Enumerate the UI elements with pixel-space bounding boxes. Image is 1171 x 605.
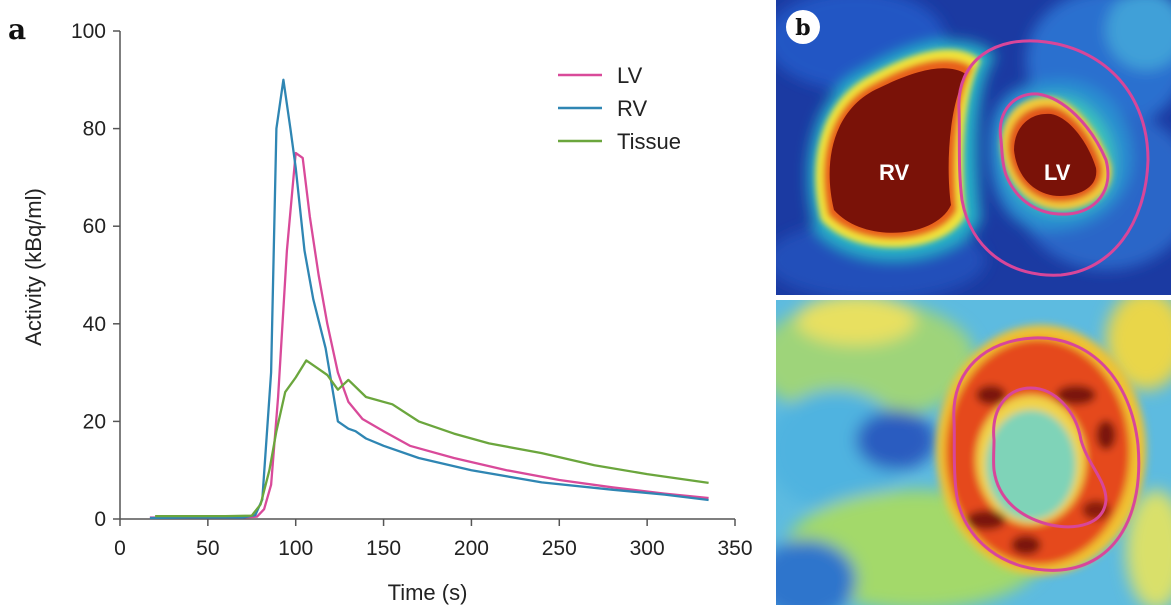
y-axis-title: Activity (kBq/ml) bbox=[21, 188, 46, 346]
myocardium-image bbox=[776, 300, 1171, 605]
x-tick-label: 350 bbox=[717, 537, 752, 560]
y-tick-label: 0 bbox=[94, 508, 106, 531]
y-tick-label: 60 bbox=[83, 215, 106, 238]
x-axis-title: Time (s) bbox=[388, 580, 468, 605]
series-line-lv bbox=[149, 151, 709, 519]
chart-axes: 0 20 40 60 80 100 0 50 100 150 200 250 300 350 Time (s… bbox=[21, 20, 753, 605]
legend-label-lv: LV bbox=[617, 63, 643, 88]
y-tick-label: 100 bbox=[71, 20, 106, 43]
x-tick-label: 300 bbox=[630, 537, 665, 560]
legend-label-rv: RV bbox=[617, 96, 647, 121]
panel-b-label-circle bbox=[786, 10, 820, 44]
blood-pool-image: RV LV b bbox=[776, 0, 1171, 295]
pet-images-panel: RV LV b bbox=[776, 0, 1171, 605]
legend-label-tissue: Tissue bbox=[617, 129, 681, 154]
image-divider bbox=[776, 295, 1171, 300]
chart-legend: LV RV Tissue bbox=[558, 63, 681, 154]
panel-b-label: b bbox=[795, 15, 810, 41]
x-tick-label: 50 bbox=[196, 537, 219, 560]
chart-series bbox=[149, 78, 709, 520]
x-tick-label: 200 bbox=[454, 537, 489, 560]
x-tick-label: 250 bbox=[542, 537, 577, 560]
x-tick-label: 0 bbox=[114, 537, 126, 560]
y-tick-label: 20 bbox=[83, 410, 106, 433]
rv-label: RV bbox=[879, 160, 909, 185]
activity-line-chart: 0 20 40 60 80 100 0 50 100 150 200 250 300 350 Time (s… bbox=[21, 20, 753, 605]
lv-label: LV bbox=[1044, 160, 1071, 185]
x-tick-label: 100 bbox=[278, 537, 313, 560]
y-tick-label: 40 bbox=[83, 313, 106, 336]
panel-a-label: a bbox=[8, 13, 27, 46]
x-tick-label: 150 bbox=[366, 537, 401, 560]
series-line-tissue bbox=[155, 359, 709, 518]
y-tick-label: 80 bbox=[83, 118, 106, 141]
